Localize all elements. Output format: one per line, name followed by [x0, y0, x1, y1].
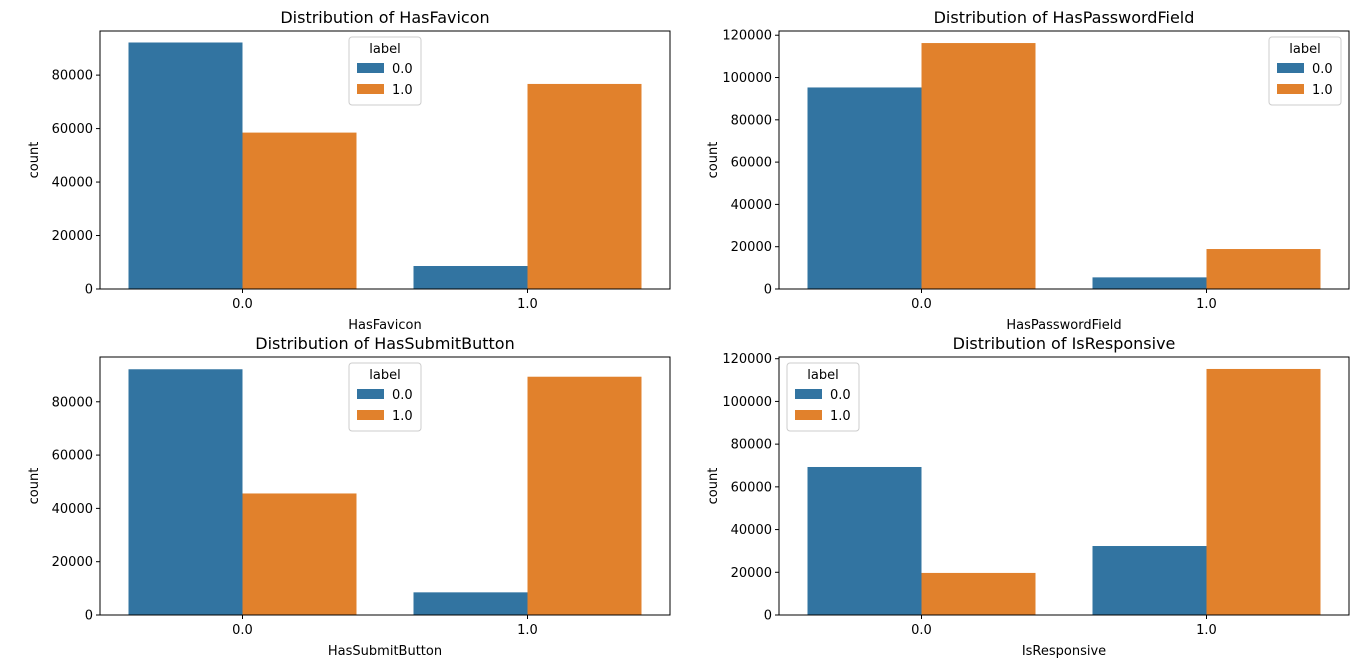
- bar-label-0.0-cat-0.0: [807, 87, 922, 290]
- y-tick-label: 60000: [52, 122, 93, 137]
- y-tick-label: 120000: [722, 352, 772, 367]
- bar-label-0.0-cat-0.0: [128, 369, 243, 615]
- bar-label-1.0-cat-0.0: [921, 43, 1036, 289]
- bar-label-0.0-cat-1.0: [413, 266, 528, 289]
- bar-label-1.0-cat-0.0: [242, 493, 357, 615]
- chart-title: Distribution of HasSubmitButton: [255, 334, 514, 353]
- y-tick-label: 20000: [731, 566, 772, 581]
- legend-entry-label: 0.0: [830, 388, 851, 403]
- y-tick-label: 80000: [731, 438, 772, 453]
- y-axis-label: count: [706, 468, 721, 505]
- x-tick-label: 1.0: [517, 297, 538, 312]
- legend-swatch: [357, 63, 384, 73]
- y-tick-label: 100000: [722, 71, 772, 86]
- chart-1: 0 20000 40000 60000 80000 0.0 1.0 Distribution …: [27, 8, 671, 333]
- y-tick-label: 40000: [731, 523, 772, 538]
- x-axis-label: IsResponsive: [1022, 644, 1106, 659]
- x-tick-label: 1.0: [1196, 297, 1217, 312]
- legend-swatch: [1277, 63, 1304, 73]
- legend-swatch: [795, 410, 822, 420]
- plot-frame: [778, 356, 1350, 616]
- legend-title: label: [369, 368, 400, 383]
- plot-frame: [99, 356, 671, 616]
- y-tick-label: 60000: [731, 156, 772, 171]
- y-tick-label: 80000: [731, 113, 772, 128]
- bar-label-1.0-cat-1.0: [527, 376, 642, 615]
- y-tick-label: 40000: [731, 198, 772, 213]
- legend: label 0.0 1.0: [786, 362, 860, 432]
- y-axis-label: count: [27, 468, 42, 505]
- legend: label 0.0 1.0: [1268, 36, 1342, 106]
- y-tick-label: 80000: [52, 69, 93, 84]
- bar-label-0.0-cat-1.0: [1092, 277, 1207, 289]
- legend: label 0.0 1.0: [348, 36, 422, 106]
- y-tick-label: 20000: [52, 229, 93, 244]
- chart-2: 0 20000 40000 60000 80000 100000 120000 0.0 1.0 D…: [706, 8, 1350, 333]
- legend-entry-label: 0.0: [392, 388, 413, 403]
- x-tick-label: 1.0: [1196, 623, 1217, 638]
- legend-entry-label: 1.0: [830, 409, 851, 424]
- legend-entry-label: 0.0: [1312, 62, 1333, 77]
- chart-title: Distribution of HasFavicon: [280, 8, 489, 27]
- y-axis-label: count: [706, 142, 721, 179]
- x-axis-label: HasFavicon: [348, 318, 421, 333]
- chart-3: 0 20000 40000 60000 80000 0.0 1.0 Distribution …: [27, 334, 671, 659]
- bar-label-1.0-cat-0.0: [921, 572, 1036, 615]
- y-tick-label: 80000: [52, 395, 93, 410]
- chart-title: Distribution of IsResponsive: [953, 334, 1176, 353]
- legend-swatch: [357, 84, 384, 94]
- chart-4: 0 20000 40000 60000 80000 100000 120000 0.0 1.0 D…: [706, 334, 1350, 659]
- legend-title: label: [369, 42, 400, 57]
- legend-swatch: [795, 389, 822, 399]
- legend-entry-label: 1.0: [392, 83, 413, 98]
- y-tick-label: 20000: [52, 555, 93, 570]
- plot-frame: [778, 30, 1350, 290]
- legend-entry-label: 1.0: [1312, 83, 1333, 98]
- bar-label-0.0-cat-0.0: [128, 42, 243, 290]
- x-axis-label: HasSubmitButton: [328, 644, 442, 659]
- y-tick-label: 40000: [52, 502, 93, 517]
- y-tick-label: 100000: [722, 395, 772, 410]
- bar-label-0.0-cat-1.0: [1092, 546, 1207, 615]
- x-tick-label: 0.0: [232, 623, 253, 638]
- legend-title: label: [807, 368, 838, 383]
- bar-label-1.0-cat-1.0: [1206, 368, 1321, 615]
- bar-label-1.0-cat-0.0: [242, 132, 357, 289]
- legend-entry-label: 1.0: [392, 409, 413, 424]
- legend-entry-label: 0.0: [392, 62, 413, 77]
- y-tick-label: 20000: [731, 240, 772, 255]
- y-tick-label: 120000: [722, 29, 772, 44]
- legend-swatch: [1277, 84, 1304, 94]
- y-tick-label: 0: [764, 283, 772, 298]
- legend-swatch: [357, 410, 384, 420]
- x-tick-label: 0.0: [911, 623, 932, 638]
- legend-title: label: [1289, 42, 1320, 57]
- x-tick-label: 1.0: [517, 623, 538, 638]
- bar-label-0.0-cat-1.0: [413, 592, 528, 615]
- bar-label-1.0-cat-1.0: [527, 83, 642, 289]
- legend: label 0.0 1.0: [348, 362, 422, 432]
- y-tick-label: 60000: [731, 480, 772, 495]
- y-tick-label: 0: [764, 609, 772, 624]
- x-tick-label: 0.0: [911, 297, 932, 312]
- y-tick-label: 40000: [52, 176, 93, 191]
- bar-label-0.0-cat-0.0: [807, 466, 922, 615]
- y-axis-label: count: [27, 142, 42, 179]
- bar-label-1.0-cat-1.0: [1206, 249, 1321, 289]
- y-tick-label: 0: [85, 609, 93, 624]
- x-axis-label: HasPasswordField: [1006, 318, 1121, 333]
- x-tick-label: 0.0: [232, 297, 253, 312]
- plot-frame: [99, 30, 671, 290]
- y-tick-label: 60000: [52, 449, 93, 464]
- legend-swatch: [357, 389, 384, 399]
- y-tick-label: 0: [85, 283, 93, 298]
- chart-title: Distribution of HasPasswordField: [934, 8, 1195, 27]
